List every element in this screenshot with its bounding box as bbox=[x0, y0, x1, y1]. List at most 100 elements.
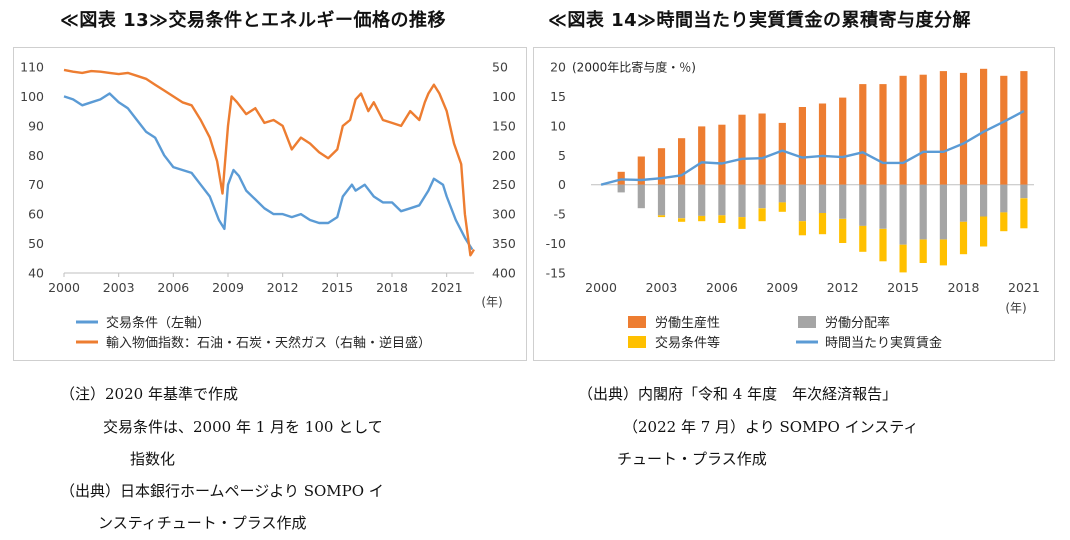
y-right-tick-label: 200 bbox=[492, 148, 516, 163]
bar-segment bbox=[959, 184, 968, 222]
bar-segment bbox=[1000, 184, 1008, 213]
y-tick-label: 10 bbox=[550, 118, 566, 133]
bar-segment bbox=[738, 114, 746, 185]
bar-segment bbox=[1000, 212, 1008, 232]
bar-segment bbox=[778, 122, 786, 185]
y-right-tick-label: 50 bbox=[492, 60, 508, 75]
bar-segment bbox=[859, 184, 867, 226]
x-tick-label: 2021 bbox=[431, 280, 463, 295]
y-tick-label: 0 bbox=[558, 177, 566, 192]
right-source-line-3: チュート・プラス作成 bbox=[617, 450, 767, 468]
y-left-tick-label: 110 bbox=[20, 60, 44, 75]
year-unit-label: (年) bbox=[1005, 301, 1026, 315]
bar-segment bbox=[798, 107, 806, 185]
bar-segment bbox=[818, 213, 827, 235]
x-tick-label: 2006 bbox=[157, 280, 189, 295]
y-right-tick-label: 150 bbox=[492, 118, 516, 133]
left-source-line-2: ンスティチュート・プラス作成 bbox=[98, 514, 307, 532]
right-source-line-1: （出典）内閣府「令和 4 年度 年次経済報告」 bbox=[578, 385, 898, 403]
bar-segment bbox=[637, 184, 645, 209]
bar-segment bbox=[778, 202, 786, 212]
bar-segment bbox=[738, 184, 746, 218]
x-tick-label: 2012 bbox=[267, 280, 299, 295]
x-tick-label: 2003 bbox=[103, 280, 135, 295]
legend-label: 労働生産性 bbox=[655, 315, 720, 331]
bar-segment bbox=[939, 71, 947, 185]
bar-segment bbox=[879, 184, 887, 229]
bar-segment bbox=[1020, 198, 1028, 229]
bar-segment bbox=[959, 221, 968, 255]
y-tick-label: 20 bbox=[550, 60, 566, 75]
bar-segment bbox=[657, 184, 666, 216]
real-wage-decomposition-chart: 20 15 10 5 0 -5 -10 -15 2000 2003 2006 2009 2012 2015… bbox=[533, 47, 1055, 361]
y-right-tick-label: 400 bbox=[492, 266, 516, 281]
bar-segment bbox=[980, 216, 988, 247]
bar-segment bbox=[758, 184, 766, 209]
y-tick-label: -5 bbox=[554, 207, 566, 222]
terms-of-trade-line bbox=[63, 92, 474, 251]
y-tick-label: -10 bbox=[546, 236, 566, 251]
bar-segment bbox=[778, 184, 786, 203]
y-right-tick-label: 300 bbox=[492, 207, 516, 222]
y-left-tick-label: 40 bbox=[28, 266, 44, 281]
bar-segment bbox=[637, 156, 645, 185]
bar-segment bbox=[818, 184, 827, 213]
y-tick-label: 5 bbox=[558, 148, 566, 163]
x-tick-label: 2015 bbox=[321, 280, 353, 295]
x-tick-label: 2021 bbox=[1008, 280, 1040, 295]
x-tick-label: 2018 bbox=[376, 280, 408, 295]
x-tick-label: 2000 bbox=[48, 280, 80, 295]
bar-segment bbox=[657, 215, 666, 218]
legend-label: 交易条件（左軸） bbox=[106, 315, 210, 331]
bar-segment bbox=[919, 184, 927, 240]
bar-segment bbox=[859, 225, 867, 252]
x-tick-label: 2000 bbox=[585, 280, 617, 295]
bar-segment bbox=[919, 239, 927, 263]
bar-segment bbox=[738, 217, 746, 229]
y-left-tick-label: 70 bbox=[28, 177, 44, 192]
bar-segment bbox=[919, 74, 927, 185]
y-tick-label: -15 bbox=[546, 266, 566, 281]
bar-segment bbox=[698, 184, 706, 216]
x-tick-label: 2009 bbox=[212, 280, 244, 295]
bar-segment bbox=[678, 138, 686, 185]
bar-segment bbox=[1020, 71, 1028, 185]
y-tick-label: 15 bbox=[550, 89, 566, 104]
bar-segment bbox=[839, 97, 847, 185]
y-left-tick-label: 80 bbox=[28, 148, 44, 163]
bar-segment bbox=[959, 72, 968, 185]
bar-segment bbox=[678, 218, 686, 222]
y-right-tick-label: 100 bbox=[492, 89, 516, 104]
bar-segment bbox=[758, 208, 766, 222]
bar-segment bbox=[879, 84, 887, 185]
legend-swatch bbox=[628, 336, 646, 348]
legend-label: 労働分配率 bbox=[825, 315, 890, 331]
y-left-tick-label: 100 bbox=[20, 89, 44, 104]
legend-swatch bbox=[628, 316, 646, 328]
x-tick-label: 2018 bbox=[948, 280, 980, 295]
bar-segment bbox=[1020, 184, 1028, 199]
y-left-tick-label: 60 bbox=[28, 207, 44, 222]
legend-label: 輸入物価指数：石油・石炭・天然ガス（右軸・逆目盛） bbox=[106, 335, 431, 351]
bar-segment bbox=[939, 239, 947, 266]
year-unit-label: (年) bbox=[481, 295, 502, 309]
bar-segment bbox=[899, 244, 907, 273]
bar-segment bbox=[818, 103, 827, 185]
bar-segment bbox=[879, 228, 887, 262]
left-chart-title: ≪図表 13≫交易条件とエネルギー価格の推移 bbox=[60, 10, 447, 31]
bar-segment bbox=[839, 218, 847, 243]
bar-segment bbox=[798, 221, 806, 236]
bar-segment bbox=[859, 84, 867, 185]
bar-segment bbox=[657, 148, 666, 185]
bar-segment bbox=[718, 124, 726, 185]
y-left-tick-label: 50 bbox=[28, 236, 44, 251]
bar-segment bbox=[899, 75, 907, 185]
x-tick-label: 2003 bbox=[646, 280, 678, 295]
y-left-tick-label: 90 bbox=[28, 118, 44, 133]
legend-label: 時間当たり実質賃金 bbox=[825, 335, 942, 351]
bar-segment bbox=[939, 184, 947, 240]
right-source-line-2: （2022 年 7 月）より SOMPO インスティ bbox=[623, 418, 919, 436]
bar-segment bbox=[617, 184, 625, 193]
legend-label: 交易条件等 bbox=[655, 335, 720, 351]
